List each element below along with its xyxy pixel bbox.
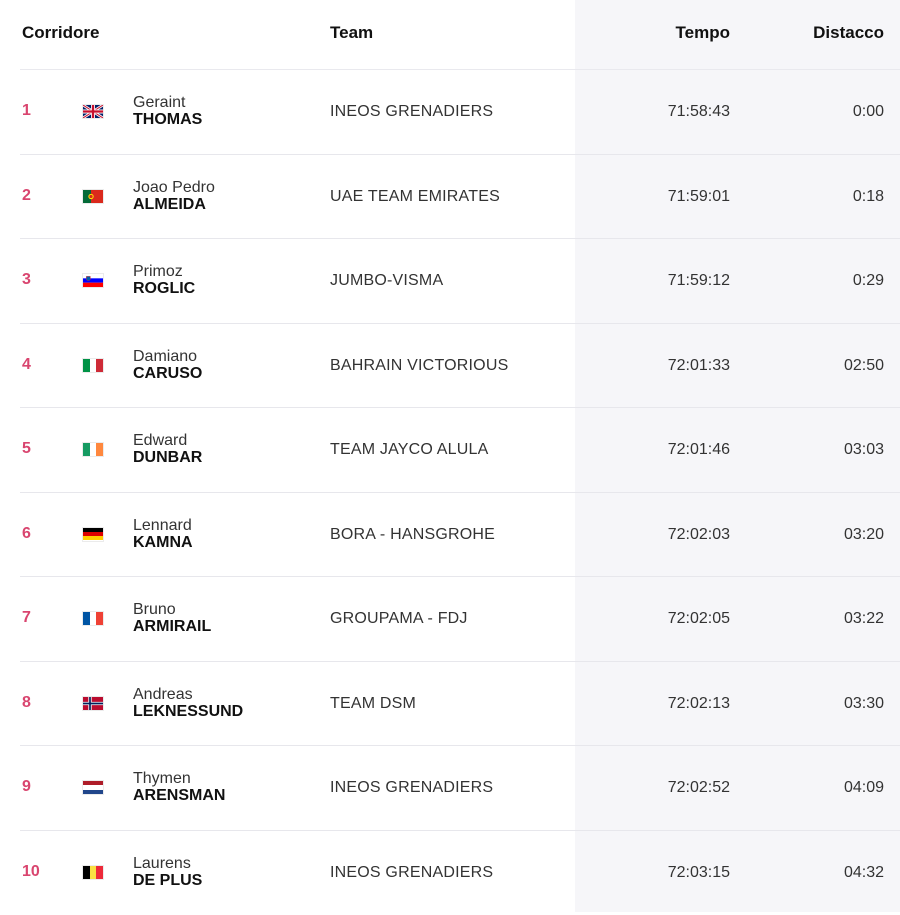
team-name: BAHRAIN VICTORIOUS [330, 357, 508, 375]
gap-value: 0:29 [760, 272, 884, 290]
rider-last-name[interactable]: CARUSO [133, 365, 202, 383]
gap-value: 0:18 [760, 188, 884, 206]
rank: 4 [22, 356, 31, 374]
rider-last-name[interactable]: THOMAS [133, 111, 202, 129]
si-flag-icon [83, 274, 103, 287]
time-value: 72:02:05 [600, 610, 730, 628]
table-row[interactable]: 10 Laurens DE PLUS INEOS GRENADIERS 72:0… [0, 831, 900, 915]
team-name: INEOS GRENADIERS [330, 779, 493, 797]
table-row[interactable]: 3 Primoz ROGLIC JUMBO-VISMA 71:59:12 0:2… [0, 239, 900, 324]
rider-first-name[interactable]: Laurens [133, 855, 191, 873]
nl-flag-icon [83, 781, 103, 794]
table-row[interactable]: 2 Joao Pedro ALMEIDA UAE TEAM EMIRATES 7… [0, 155, 900, 240]
team-name: JUMBO-VISMA [330, 272, 443, 290]
be-flag-icon [83, 866, 103, 879]
table-header: Corridore Team Tempo Distacco [0, 0, 900, 70]
gap-value: 04:32 [760, 864, 884, 882]
time-value: 72:02:13 [600, 695, 730, 713]
gap-value: 04:09 [760, 779, 884, 797]
table-row[interactable]: 6 Lennard KAMNA BORA - HANSGROHE 72:02:0… [0, 493, 900, 578]
rider-last-name[interactable]: KAMNA [133, 534, 193, 552]
table-row[interactable]: 4 Damiano CARUSO BAHRAIN VICTORIOUS 72:0… [0, 324, 900, 409]
rider-last-name[interactable]: ARENSMAN [133, 787, 225, 805]
gb-flag-icon [83, 105, 103, 118]
time-value: 72:02:03 [600, 526, 730, 544]
team-name: BORA - HANSGROHE [330, 526, 495, 544]
gap-value: 02:50 [760, 357, 884, 375]
table-row[interactable]: 1 Geraint THOMAS INEOS GRENADIERS 71:58:… [0, 70, 900, 155]
team-name: TEAM DSM [330, 695, 416, 713]
team-name: UAE TEAM EMIRATES [330, 188, 500, 206]
rank: 5 [22, 440, 31, 458]
team-name: TEAM JAYCO ALULA [330, 441, 489, 459]
column-header-rider[interactable]: Corridore [22, 23, 99, 43]
time-value: 72:01:46 [600, 441, 730, 459]
rank: 7 [22, 609, 31, 627]
rank: 1 [22, 102, 31, 120]
rank: 6 [22, 525, 31, 543]
column-header-time[interactable]: Tempo [600, 23, 730, 43]
rank: 8 [22, 694, 31, 712]
gap-value: 0:00 [760, 103, 884, 121]
rider-first-name[interactable]: Bruno [133, 601, 176, 619]
time-value: 72:02:52 [600, 779, 730, 797]
table-row[interactable]: 8 Andreas LEKNESSUND TEAM DSM 72:02:13 0… [0, 662, 900, 747]
team-name: INEOS GRENADIERS [330, 103, 493, 121]
time-value: 72:03:15 [600, 864, 730, 882]
time-value: 71:59:12 [600, 272, 730, 290]
gap-value: 03:03 [760, 441, 884, 459]
gap-value: 03:22 [760, 610, 884, 628]
column-header-gap[interactable]: Distacco [760, 23, 884, 43]
pt-flag-icon [83, 190, 103, 203]
rider-last-name[interactable]: ALMEIDA [133, 196, 206, 214]
rider-first-name[interactable]: Primoz [133, 263, 183, 281]
ie-flag-icon [83, 443, 103, 456]
time-value: 72:01:33 [600, 357, 730, 375]
gap-value: 03:20 [760, 526, 884, 544]
team-name: INEOS GRENADIERS [330, 864, 493, 882]
it-flag-icon [83, 359, 103, 372]
rider-first-name[interactable]: Damiano [133, 348, 197, 366]
rider-last-name[interactable]: DUNBAR [133, 449, 202, 467]
rider-last-name[interactable]: ARMIRAIL [133, 618, 211, 636]
rank: 10 [22, 863, 40, 881]
rider-first-name[interactable]: Geraint [133, 94, 185, 112]
rider-last-name[interactable]: ROGLIC [133, 280, 195, 298]
rider-first-name[interactable]: Lennard [133, 517, 192, 535]
column-header-team[interactable]: Team [330, 23, 373, 43]
rider-first-name[interactable]: Joao Pedro [133, 179, 215, 197]
no-flag-icon [83, 697, 103, 710]
de-flag-icon [83, 528, 103, 541]
rider-first-name[interactable]: Thymen [133, 770, 191, 788]
table-row[interactable]: 7 Bruno ARMIRAIL GROUPAMA - FDJ 72:02:05… [0, 577, 900, 662]
table-row[interactable]: 5 Edward DUNBAR TEAM JAYCO ALULA 72:01:4… [0, 408, 900, 493]
time-value: 71:58:43 [600, 103, 730, 121]
rider-last-name[interactable]: DE PLUS [133, 872, 202, 890]
rider-first-name[interactable]: Andreas [133, 686, 193, 704]
fr-flag-icon [83, 612, 103, 625]
rank: 3 [22, 271, 31, 289]
rider-last-name[interactable]: LEKNESSUND [133, 703, 243, 721]
time-value: 71:59:01 [600, 188, 730, 206]
rank: 9 [22, 778, 31, 796]
rider-first-name[interactable]: Edward [133, 432, 187, 450]
table-row[interactable]: 9 Thymen ARENSMAN INEOS GRENADIERS 72:02… [0, 746, 900, 831]
gap-value: 03:30 [760, 695, 884, 713]
rank: 2 [22, 187, 31, 205]
team-name: GROUPAMA - FDJ [330, 610, 468, 628]
